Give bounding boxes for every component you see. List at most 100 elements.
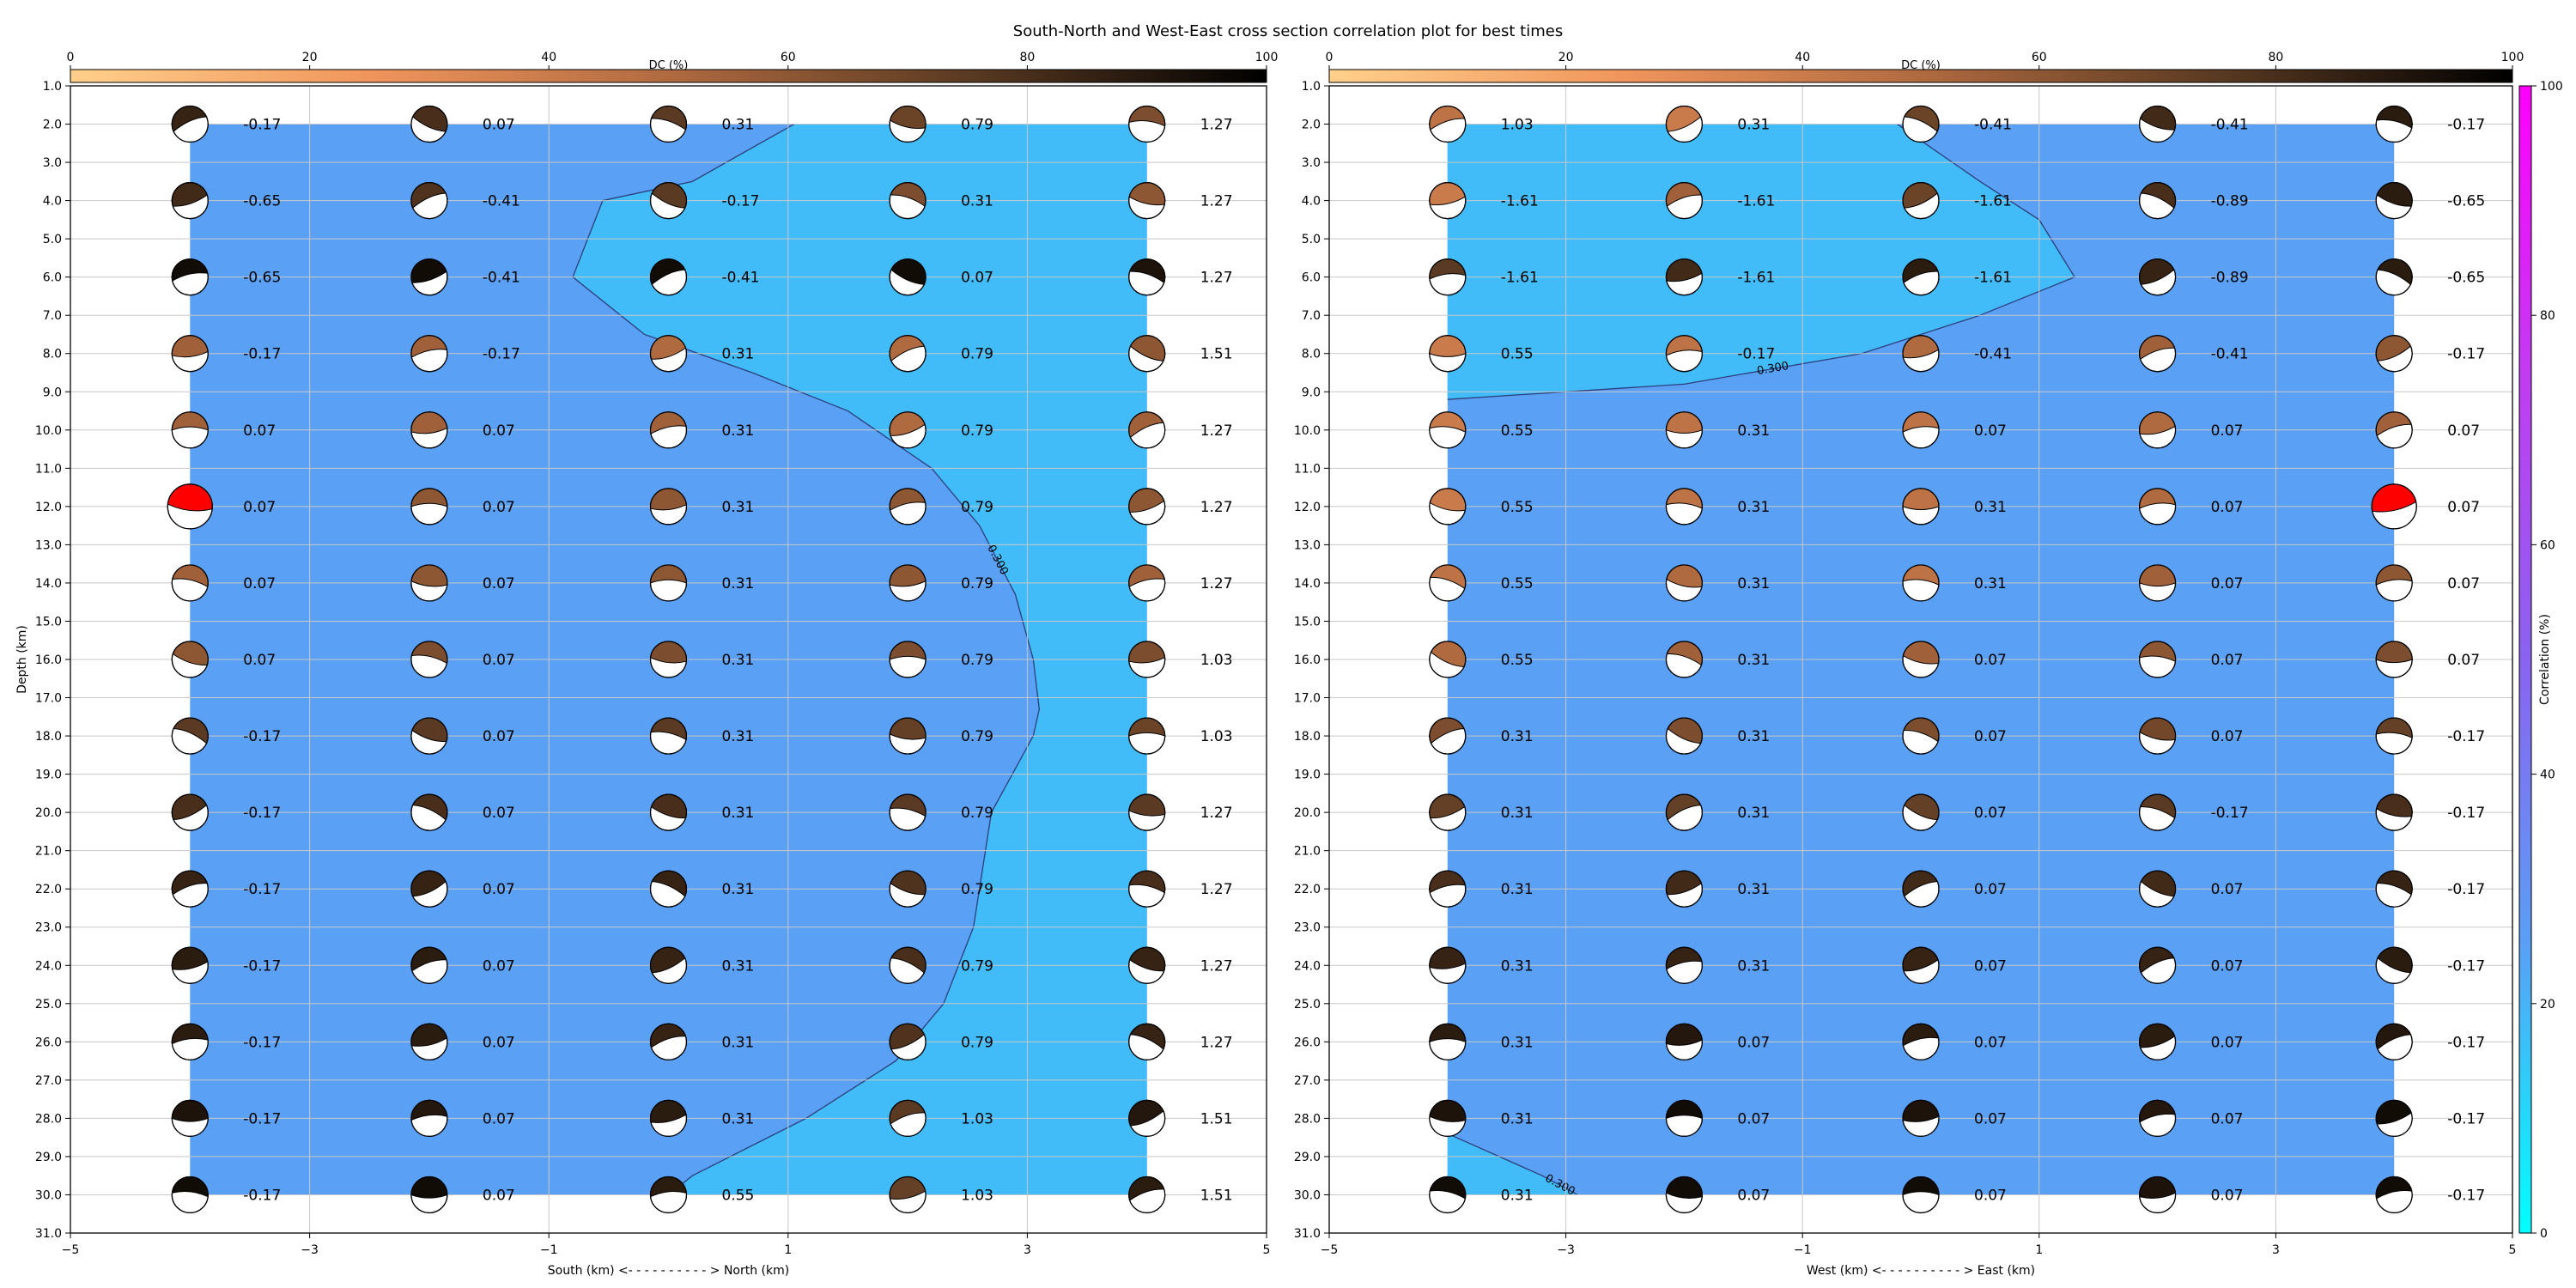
beachball-outline <box>649 182 688 220</box>
beachball-label: 0.31 <box>1737 422 1770 440</box>
beachball-label: 0.07 <box>243 575 276 592</box>
x-tick-label: 1 <box>784 1243 792 1257</box>
beachball-outline <box>1665 946 1704 984</box>
beachball-outline <box>1128 1099 1166 1138</box>
beachball-label: -0.89 <box>2211 270 2249 287</box>
beachball-outline <box>649 1099 688 1138</box>
beachball-outline <box>410 258 448 296</box>
beachball-outline <box>1665 258 1704 296</box>
beachball-label: -0.17 <box>2447 881 2485 898</box>
beachball <box>1429 793 1467 831</box>
beachball <box>1128 870 1166 908</box>
y-tick-label: 1.0 <box>1302 80 1321 94</box>
beachball <box>410 182 448 220</box>
beachball <box>649 1099 688 1138</box>
beachball-label: 1.03 <box>961 1110 993 1127</box>
beachball-outline <box>1902 946 1940 984</box>
beachball-label: -0.17 <box>483 346 520 363</box>
beachball-label: 0.31 <box>1974 575 2007 592</box>
dc-colorbar-tick-label: 20 <box>1558 51 1574 64</box>
beachball-outline <box>2375 1176 2413 1214</box>
beachball-outline <box>2375 717 2413 755</box>
beachball <box>649 641 688 678</box>
beachball-outline <box>889 717 927 755</box>
beachball-outline <box>649 335 688 373</box>
beachball-label: 0.31 <box>1501 728 1534 745</box>
y-tick-label: 21.0 <box>35 845 62 859</box>
beachball-outline <box>1128 1176 1166 1214</box>
beachball-label: -0.17 <box>2447 728 2485 745</box>
beachball-outline <box>649 641 688 678</box>
beachball-outline <box>410 641 448 678</box>
beachball-outline <box>410 411 448 449</box>
beachball <box>1902 1023 1940 1060</box>
beachball <box>1665 1176 1704 1214</box>
beachball-label: 0.07 <box>1974 652 2007 669</box>
beachball <box>2375 182 2413 220</box>
beachball <box>171 641 209 678</box>
beachball <box>410 717 448 755</box>
beachball <box>649 1023 688 1060</box>
y-tick-label: 31.0 <box>35 1227 62 1241</box>
beachball <box>889 258 927 296</box>
dc-colorbar-gradient <box>70 69 1267 83</box>
beachball-label: 0.07 <box>483 575 515 592</box>
beachball <box>171 1023 209 1060</box>
beachball <box>2139 946 2177 984</box>
beachball-outline <box>1665 182 1704 220</box>
beachball-label: 0.07 <box>1737 1110 1770 1127</box>
beachball-outline <box>2375 105 2413 143</box>
beachball <box>1128 488 1166 526</box>
beachball-label: 0.07 <box>2211 1034 2244 1051</box>
beachball-outline <box>1429 717 1467 755</box>
beachball-label: 1.27 <box>1200 805 1233 822</box>
beachball-label: 0.07 <box>483 1110 515 1127</box>
beachball-outline <box>410 1176 448 1214</box>
y-tick-label: 24.0 <box>35 959 62 973</box>
correlation-colorbar-tick-label: 60 <box>2540 538 2555 552</box>
correlation-colorbar-tick-label: 40 <box>2540 769 2555 782</box>
beachball <box>649 182 688 220</box>
beachball <box>2139 182 2177 220</box>
beachball-label: 0.07 <box>1974 1034 2007 1051</box>
y-tick-label: 3.0 <box>43 156 62 170</box>
beachball <box>1665 1099 1704 1138</box>
beachball-outline <box>1429 946 1467 984</box>
beachball-label: 0.31 <box>1737 652 1770 669</box>
y-tick-label: 26.0 <box>35 1036 62 1049</box>
beachball-label: 0.55 <box>1501 499 1534 516</box>
beachball-outline <box>2375 258 2413 296</box>
y-tick-label: 16.0 <box>1294 653 1321 667</box>
beachball <box>1128 182 1166 220</box>
beachball-label: 0.31 <box>1737 805 1770 822</box>
beachball <box>410 641 448 678</box>
x-tick-label: −3 <box>301 1243 319 1257</box>
beachball-outline <box>2139 105 2177 143</box>
beachball-label: 0.31 <box>1737 881 1770 898</box>
y-tick-label: 20.0 <box>1294 806 1321 820</box>
beachball-outline <box>1902 1176 1940 1214</box>
beachball-label: -0.17 <box>2447 1110 2485 1127</box>
beachball <box>1128 1099 1166 1138</box>
beachball-outline <box>1665 1176 1704 1214</box>
contour-label: 0.300 <box>1756 360 1789 378</box>
beachball-outline <box>1128 488 1166 526</box>
beachball <box>1902 641 1940 678</box>
dc-colorbar-label: DC (%) <box>649 59 689 72</box>
dc-colorbar-tick-label: 100 <box>2501 51 2524 64</box>
beachball-outline <box>649 1023 688 1060</box>
dc-colorbar-tick-label: 100 <box>1255 51 1279 64</box>
beachball-outline <box>2371 483 2417 530</box>
beachball-outline <box>649 564 688 602</box>
beachball-label: 0.31 <box>1737 728 1770 745</box>
beachball <box>1429 488 1467 526</box>
beachball-outline <box>2375 1023 2413 1060</box>
beachball-label: 0.31 <box>722 728 755 745</box>
beachball-outline <box>1665 870 1704 908</box>
beachball <box>1429 258 1467 296</box>
y-axis-label: Depth (km) <box>15 625 29 694</box>
beachball-outline <box>2375 335 2413 373</box>
beachball-label: -1.61 <box>1974 270 2012 287</box>
beachball-outline <box>2375 1099 2413 1138</box>
beachball <box>1665 641 1704 678</box>
